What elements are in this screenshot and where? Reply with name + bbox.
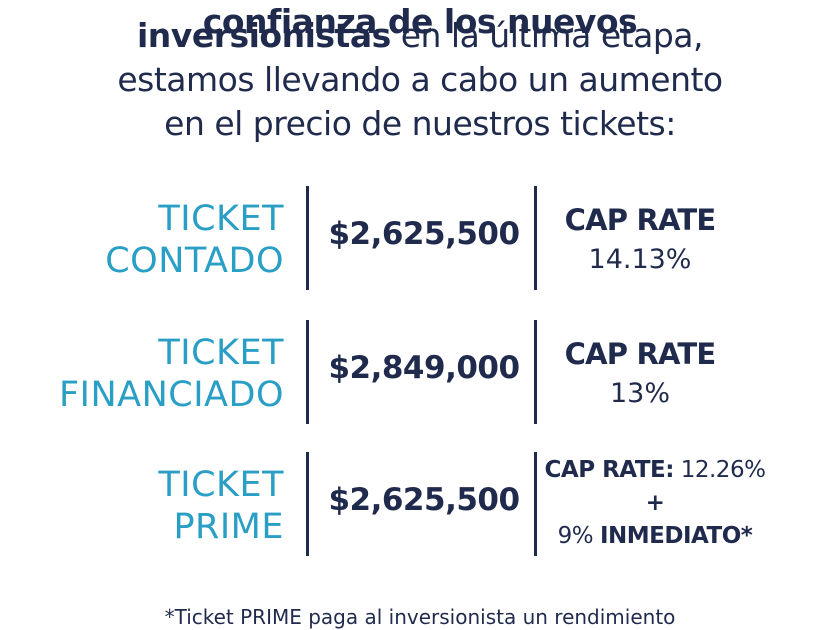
divider-left — [306, 320, 309, 424]
intro-line-cut: confianza de los nuevos — [0, 0, 840, 44]
intro-line-3: en el precio de nuestros tickets: — [164, 104, 676, 143]
ticket-label-line-1: TICKET — [158, 465, 284, 505]
divider-left — [306, 452, 309, 556]
cap-rate-title: CAP RATE — [564, 203, 717, 237]
ticket-price: $2,625,500 — [328, 216, 520, 252]
divider-left — [306, 186, 309, 290]
intro-line-1-rest: en la última etapa, — [390, 16, 704, 55]
cap-rate-extra-pct: 9% — [557, 523, 600, 549]
divider-right — [534, 186, 537, 290]
intro-line-cut-text: confianza de los nuevos — [202, 2, 638, 41]
cap-rate-block: CAP RATE: 12.26% + 9% INMEDIATO* — [530, 454, 780, 553]
cap-rate-title: CAP RATE — [564, 337, 717, 371]
ticket-row-prime: TICKET PRIME $2,625,500 CAP RATE: 12.26%… — [0, 452, 840, 562]
ticket-label-line-2: FINANCIADO — [59, 375, 284, 415]
cap-rate-title: CAP RATE: — [544, 457, 675, 483]
ticket-label: TICKET CONTADO — [105, 198, 284, 282]
cap-rate-value: 14.13% — [588, 244, 692, 275]
ticket-row-contado: TICKET CONTADO $2,625,500 CAP RATE 14.13… — [0, 186, 840, 296]
ticket-label-line-2: CONTADO — [105, 241, 284, 281]
cap-rate-block: CAP RATE 14.13% — [540, 200, 740, 280]
ticket-label-line-1: TICKET — [158, 333, 284, 373]
cap-rate-block: CAP RATE 13% — [540, 334, 740, 414]
ticket-label-line-2: PRIME — [173, 507, 284, 547]
intro-line-2: estamos llevando a cabo un aumento — [117, 60, 723, 99]
cap-rate-plus: + — [645, 490, 665, 516]
ticket-price: $2,625,500 — [328, 482, 520, 518]
ticket-row-financiado: TICKET FINANCIADO $2,849,000 CAP RATE 13… — [0, 320, 840, 430]
ticket-label-line-1: TICKET — [158, 199, 284, 239]
ticket-price: $2,849,000 — [328, 350, 520, 386]
intro-bold-word: inversionistas — [137, 16, 391, 55]
cap-rate-value: 12.26% — [673, 457, 766, 483]
cap-rate-line: CAP RATE: 12.26% — [530, 454, 780, 487]
footnote: *Ticket PRIME paga al inversionista un r… — [164, 605, 676, 629]
cap-rate-extra-label: INMEDIATO* — [599, 523, 753, 549]
cap-rate-extra: 9% INMEDIATO* — [530, 520, 780, 553]
ticket-label: TICKET FINANCIADO — [59, 332, 284, 416]
intro-line-1: inversionistas en la última etapa, — [0, 14, 840, 58]
divider-right — [534, 452, 537, 556]
ticket-label: TICKET PRIME — [158, 464, 284, 548]
cap-rate-value: 13% — [609, 378, 670, 409]
divider-right — [534, 320, 537, 424]
